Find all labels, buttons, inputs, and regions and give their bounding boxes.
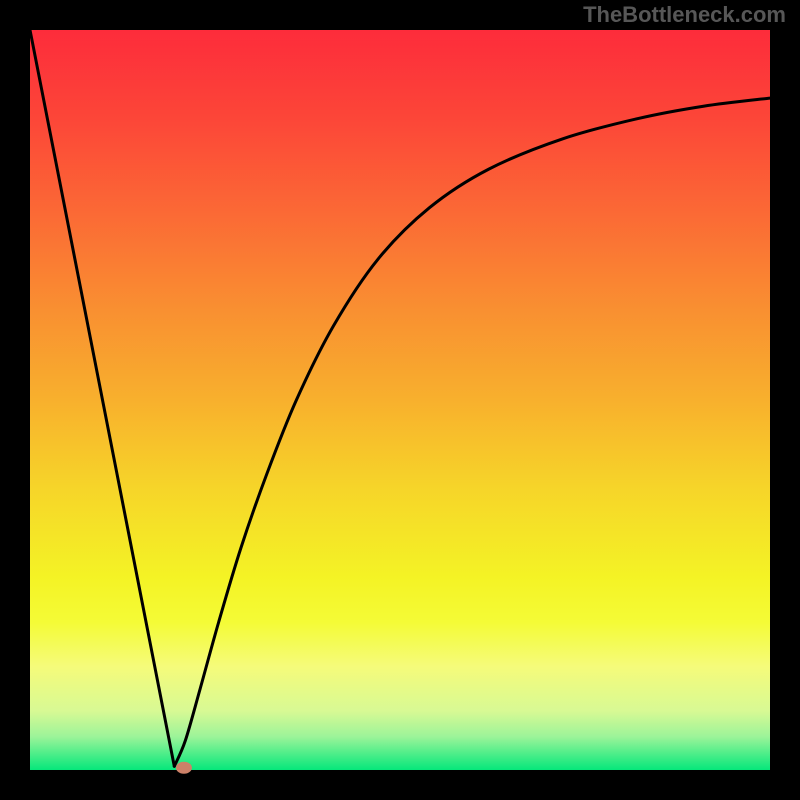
minimum-marker-dot — [176, 762, 192, 774]
chart-frame: TheBottleneck.com — [0, 0, 800, 800]
plot-svg — [0, 0, 800, 800]
watermark-text: TheBottleneck.com — [583, 2, 786, 28]
plot-background-gradient — [30, 30, 770, 770]
